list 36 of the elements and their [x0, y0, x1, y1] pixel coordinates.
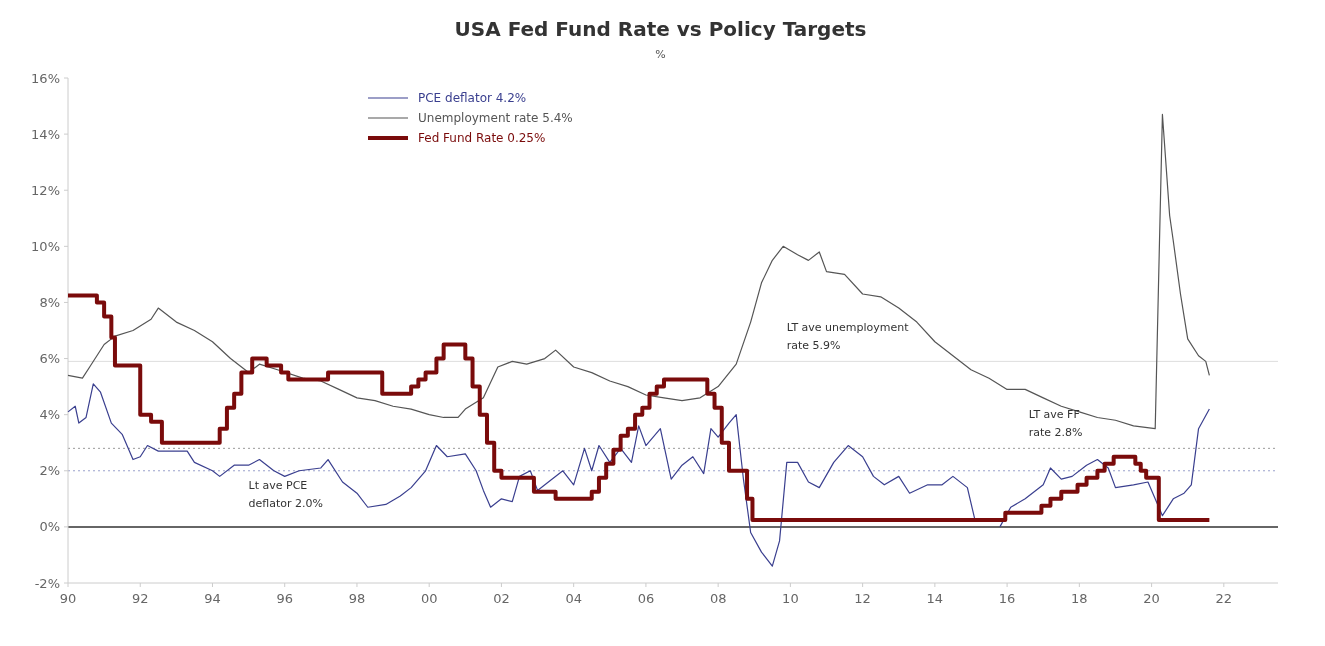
- annotation: LT ave FF rate 2.8%: [1028, 408, 1083, 440]
- line-series: [67, 113, 1210, 430]
- y-tick-label: 10%: [31, 238, 60, 254]
- chart-subtitle: %: [655, 48, 666, 61]
- y-tick-label: 14%: [31, 126, 60, 142]
- y-tick-label: -2%: [34, 575, 60, 591]
- x-tick-label: 16: [998, 591, 1016, 606]
- y-tick-label: 0%: [39, 519, 60, 535]
- chart-title: USA Fed Fund Rate vs Policy Targets: [454, 17, 867, 41]
- y-tick-label: 2%: [39, 463, 60, 479]
- x-tick-label: 10: [782, 591, 799, 606]
- x-tick-label: 00: [420, 591, 438, 606]
- legend-label: Unemployment rate 5.4%: [418, 111, 573, 126]
- x-tick-label: 92: [131, 591, 149, 606]
- x-tick-label: 20: [1143, 591, 1160, 606]
- x-tick-label: 08: [709, 591, 727, 606]
- y-tick-label: 12%: [31, 182, 60, 198]
- x-tick-label: 96: [276, 591, 293, 606]
- x-tick-label: 94: [204, 591, 221, 606]
- y-tick-label: 6%: [39, 351, 60, 367]
- y-tick-label: 16%: [31, 70, 60, 86]
- legend-label: Fed Fund Rate 0.25%: [418, 131, 546, 146]
- x-tick-label: 90: [59, 591, 77, 606]
- legend-label: PCE deflator 4.2%: [418, 91, 527, 106]
- x-tick-label: 14: [926, 591, 944, 606]
- x-tick-label: 02: [493, 591, 510, 606]
- x-tick-label: 12: [854, 591, 871, 606]
- x-tick-label: 04: [565, 591, 582, 606]
- annotation: LT ave unemployment rate 5.9%: [786, 321, 910, 353]
- x-tick-label: 06: [637, 591, 655, 606]
- x-tick-label: 98: [348, 591, 366, 606]
- y-tick-label: 8%: [39, 294, 60, 310]
- annotation: Lt ave PCE deflator 2.0%: [248, 478, 324, 510]
- x-tick-label: 22: [1215, 591, 1233, 606]
- y-tick-label: 4%: [39, 407, 60, 423]
- x-tick-label: 18: [1071, 591, 1088, 606]
